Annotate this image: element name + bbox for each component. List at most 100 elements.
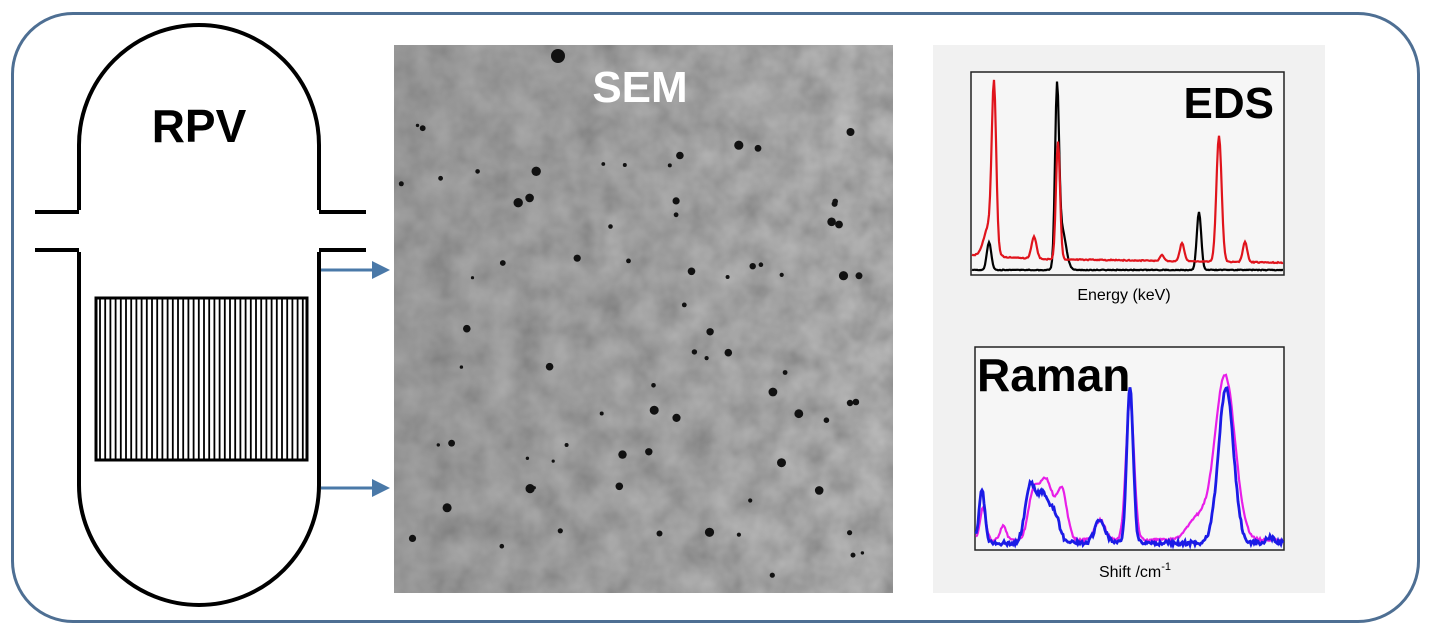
sem-pore bbox=[545, 362, 554, 371]
reactor-core bbox=[94, 296, 309, 462]
sem-pore bbox=[513, 198, 523, 208]
sem-pore bbox=[531, 166, 541, 176]
sem-pore bbox=[754, 144, 762, 152]
sem-pore bbox=[532, 486, 536, 490]
arrow-top-head bbox=[372, 261, 390, 279]
sem-pore bbox=[827, 217, 836, 227]
sem-pore bbox=[551, 459, 555, 463]
sem-pore bbox=[525, 193, 534, 203]
sem-pore bbox=[470, 276, 475, 280]
sem-pore bbox=[831, 200, 838, 207]
sem-pore bbox=[676, 151, 684, 160]
sem-pore bbox=[651, 383, 656, 388]
sem-pore bbox=[846, 128, 855, 136]
sem-pore bbox=[672, 197, 680, 205]
sem-pore bbox=[459, 365, 464, 369]
sem-pore bbox=[704, 527, 715, 537]
sem-pore bbox=[860, 551, 865, 555]
rpv-label: RPV bbox=[152, 100, 247, 152]
sem-pore bbox=[724, 348, 733, 357]
sem-shading bbox=[394, 45, 893, 593]
sem-pore bbox=[855, 272, 863, 280]
sem-pore bbox=[618, 450, 627, 459]
sem-pore bbox=[681, 302, 687, 308]
sem-pore bbox=[749, 263, 756, 270]
sem-pore bbox=[725, 275, 730, 279]
sem-pore bbox=[649, 405, 659, 415]
raman-xlabel-sup: -1 bbox=[1161, 561, 1171, 573]
sem-pore bbox=[615, 482, 624, 491]
raman-xlabel-base: Shift /cm bbox=[1099, 564, 1161, 581]
sem-pore bbox=[847, 530, 853, 536]
sem-pore bbox=[736, 532, 742, 537]
sem-pore bbox=[557, 528, 563, 534]
sem-pore bbox=[442, 503, 452, 513]
sem-pore bbox=[852, 398, 860, 406]
sem-pore bbox=[656, 530, 663, 537]
sem-pore bbox=[645, 448, 653, 456]
sem-pore bbox=[626, 258, 631, 264]
sem-pore bbox=[814, 486, 824, 495]
sem-pore bbox=[438, 175, 443, 181]
sem-pore bbox=[835, 220, 843, 229]
sem-label: SEM bbox=[592, 63, 687, 112]
sem-pore bbox=[758, 262, 764, 268]
sem-pore bbox=[599, 411, 604, 416]
sem-pore bbox=[734, 140, 744, 150]
sem-pore bbox=[564, 443, 569, 447]
sem-pore bbox=[667, 163, 672, 168]
sem-pore bbox=[419, 125, 426, 132]
vessel-outline bbox=[77, 23, 321, 607]
sem-pore bbox=[748, 498, 753, 503]
sem-image: SEM bbox=[394, 45, 893, 593]
raman-label: Raman bbox=[977, 349, 1130, 401]
sem-pore bbox=[448, 439, 455, 447]
sem-pore bbox=[525, 456, 530, 460]
sem-pore bbox=[704, 356, 709, 361]
sem-pore-large bbox=[551, 49, 565, 63]
sem-pore bbox=[691, 349, 698, 355]
eds-xlabel: Energy (keV) bbox=[1077, 287, 1170, 304]
sem-pore bbox=[838, 271, 849, 281]
sem-pore bbox=[769, 572, 775, 578]
sem-pores bbox=[398, 49, 865, 578]
arrow-bottom-head bbox=[372, 479, 390, 497]
sem-pore bbox=[499, 260, 506, 266]
sem-pore bbox=[672, 413, 681, 422]
sem-pore bbox=[415, 123, 420, 128]
sample-arrows bbox=[321, 261, 390, 497]
sem-pore bbox=[408, 534, 417, 543]
sem-pore bbox=[436, 443, 440, 447]
sem-pore bbox=[475, 169, 480, 174]
rpv-vessel: RPV bbox=[35, 23, 366, 607]
sem-pore bbox=[846, 399, 854, 407]
sem-pore bbox=[608, 224, 613, 229]
raman-chart: Raman Shift /cm-1 bbox=[974, 346, 1285, 581]
sem-pore bbox=[573, 254, 581, 262]
sem-pore bbox=[622, 163, 627, 167]
eds-black-spectrum bbox=[971, 81, 1284, 272]
sem-pore bbox=[398, 181, 404, 187]
sem-pore bbox=[601, 162, 606, 166]
fuel-rods bbox=[99, 299, 304, 459]
sem-pore bbox=[463, 324, 471, 333]
eds-label: EDS bbox=[1184, 79, 1274, 128]
sem-pore bbox=[673, 212, 679, 218]
eds-plot-area bbox=[970, 71, 1285, 276]
sem-pore bbox=[782, 370, 788, 375]
sem-pore bbox=[525, 484, 535, 494]
raman-xlabel: Shift /cm-1 bbox=[1099, 561, 1171, 581]
sem-pore bbox=[823, 417, 830, 424]
sem-pore bbox=[499, 543, 505, 549]
sem-pore bbox=[768, 387, 778, 397]
eds-red-spectrum bbox=[971, 79, 1284, 265]
sem-pore bbox=[777, 458, 786, 468]
sem-pore bbox=[706, 328, 714, 336]
raman-blue-spectrum bbox=[974, 386, 1285, 550]
sem-pore bbox=[779, 272, 784, 277]
eds-chart: EDS Energy (keV) bbox=[970, 71, 1285, 304]
sem-pore bbox=[850, 552, 856, 558]
sem-pore bbox=[687, 267, 696, 276]
sem-pore bbox=[794, 409, 804, 419]
